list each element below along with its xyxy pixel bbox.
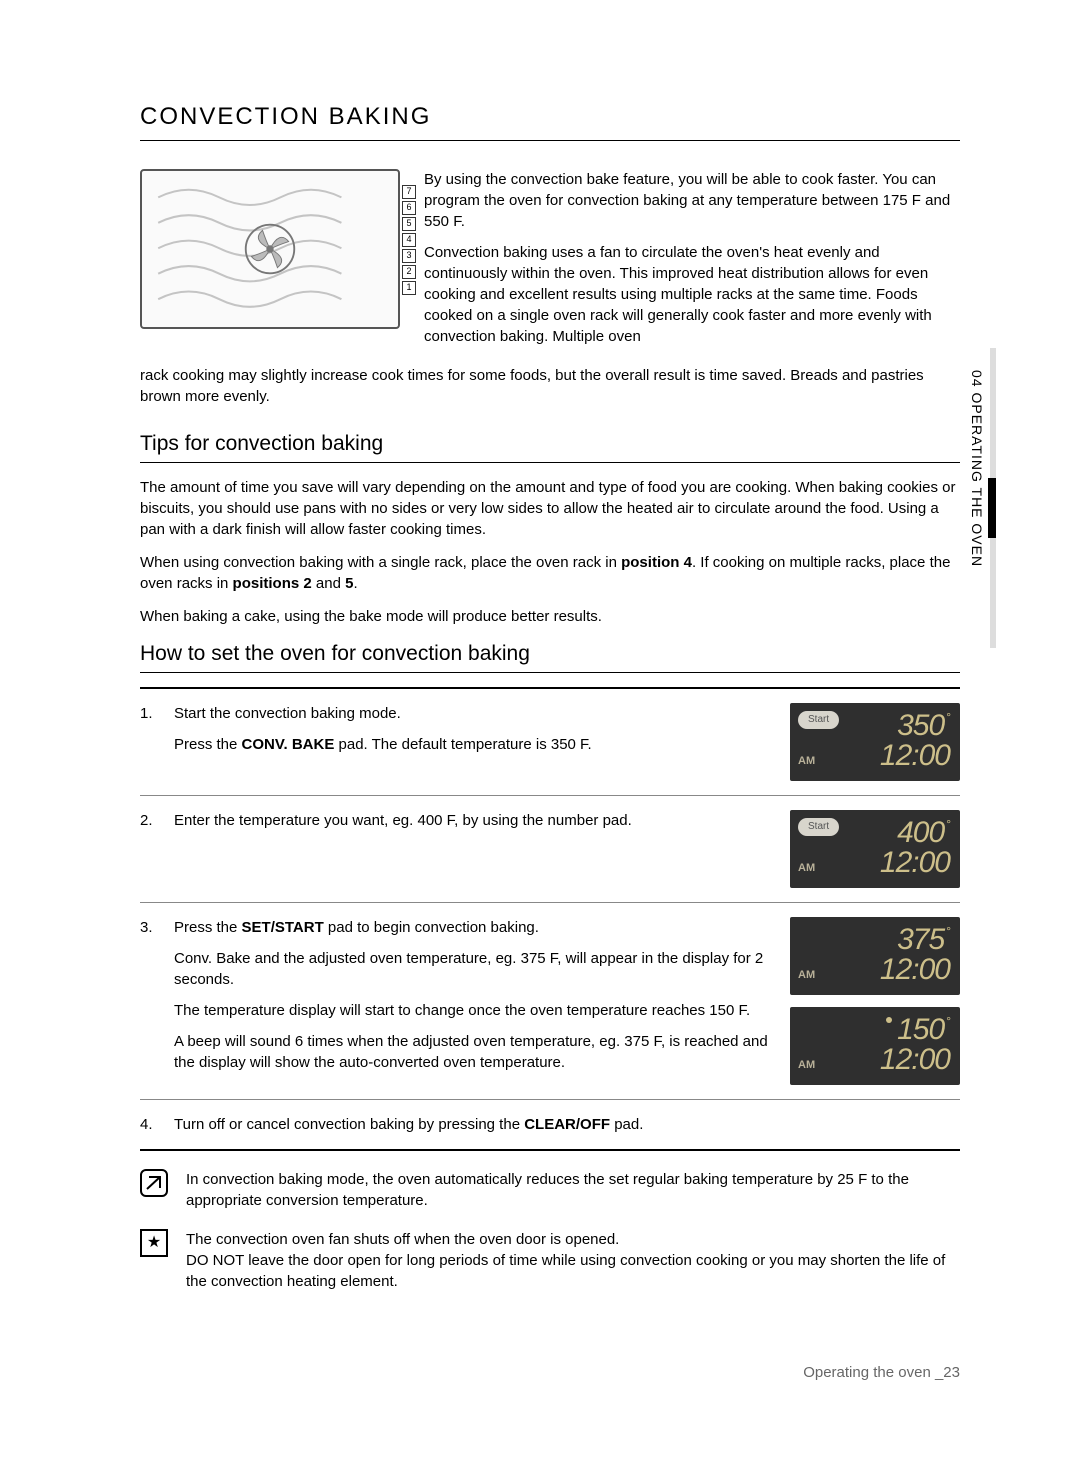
- step-text: Start the convection baking mode. Press t…: [174, 703, 780, 781]
- tips-p2-frag: When using convection baking with a sing…: [140, 554, 621, 571]
- step-number: 4.: [140, 1114, 164, 1135]
- step-line: A beep will sound 6 times when the adjus…: [174, 1031, 768, 1073]
- oven-display: AM 375°12:00: [790, 917, 960, 995]
- step-row: 4. Turn off or cancel convection baking b…: [140, 1100, 960, 1149]
- intro-paragraph-1: By using the convection bake feature, yo…: [424, 169, 960, 232]
- display-clock: 12:00: [880, 741, 950, 771]
- side-section-tab: 04 OPERATING THE OVEN: [966, 370, 986, 567]
- display-column: Start AM 350°12:00: [790, 703, 960, 781]
- tips-paragraph-3: When baking a cake, using the bake mode …: [140, 606, 960, 627]
- display-clock: 12:00: [880, 848, 950, 878]
- rack-label: 1: [402, 281, 416, 295]
- oven-display: AM 150°12:00: [790, 1007, 960, 1085]
- start-indicator: Start: [798, 818, 839, 836]
- display-temp: 400°: [897, 818, 950, 848]
- step-number: 2.: [140, 810, 164, 888]
- note-text: The convection oven fan shuts off when t…: [186, 1229, 960, 1292]
- step-line: Start the convection baking mode.: [174, 703, 768, 724]
- display-temp: 375°: [897, 925, 950, 955]
- star-icon: ★: [140, 1229, 168, 1257]
- step-line: Enter the temperature you want, eg. 400 …: [174, 810, 768, 831]
- rack-label: 5: [402, 217, 416, 231]
- rack-label: 3: [402, 249, 416, 263]
- note-info: In convection baking mode, the oven auto…: [140, 1169, 960, 1211]
- step-line: Conv. Bake and the adjusted oven tempera…: [174, 948, 768, 990]
- side-black-marker: [988, 478, 996, 538]
- rack-label: 7: [402, 185, 416, 199]
- display-clock: 12:00: [880, 955, 950, 985]
- step-text: Turn off or cancel convection baking by …: [174, 1114, 780, 1135]
- tips-p2-frag: and: [312, 575, 345, 592]
- step-line: The temperature display will start to ch…: [174, 1000, 768, 1021]
- start-indicator: Start: [798, 711, 839, 729]
- rack-labels: 7 6 5 4 3 2 1: [402, 185, 416, 295]
- note-text: In convection baking mode, the oven auto…: [186, 1169, 960, 1211]
- step-number: 3.: [140, 917, 164, 1085]
- display-column: Start AM 400°12:00: [790, 810, 960, 888]
- step-text: Enter the temperature you want, eg. 400 …: [174, 810, 780, 888]
- page-title: CONVECTION BAKING: [140, 100, 960, 141]
- am-label: AM: [798, 861, 815, 876]
- rack-label: 6: [402, 201, 416, 215]
- step-line: Press the SET/START pad to begin convect…: [174, 917, 768, 938]
- tips-heading: Tips for convection baking: [140, 429, 960, 463]
- fan-icon: [242, 221, 298, 277]
- rack-position: position 4: [621, 554, 692, 571]
- am-label: AM: [798, 1058, 815, 1073]
- intro-continuation: rack cooking may slightly increase cook …: [140, 365, 960, 407]
- display-column: AM375°12:00AM150°12:00: [790, 917, 960, 1085]
- step-row: 2. Enter the temperature you want, eg. 40…: [140, 796, 960, 903]
- step-line: Turn off or cancel convection baking by …: [174, 1114, 768, 1135]
- tips-paragraph-1: The amount of time you save will vary de…: [140, 477, 960, 540]
- intro-text: By using the convection bake feature, yo…: [424, 169, 960, 357]
- display-temp: 350°: [897, 711, 950, 741]
- display-column: [790, 1114, 960, 1135]
- page-footer: Operating the oven _23: [140, 1362, 960, 1383]
- rack-label: 2: [402, 265, 416, 279]
- intro-row: 7 6 5 4 3 2 1 By using the convection ba…: [140, 169, 960, 357]
- step-row: 3. Press the SET/START pad to begin conve…: [140, 903, 960, 1100]
- step-line: Press the CONV. BAKE pad. The default te…: [174, 734, 768, 755]
- am-label: AM: [798, 968, 815, 983]
- step-number: 1.: [140, 703, 164, 781]
- oven-display: Start AM 350°12:00: [790, 703, 960, 781]
- note-icon: [140, 1169, 168, 1197]
- step-row: 1. Start the convection baking mode. Press…: [140, 689, 960, 796]
- note-warning: ★ The convection oven fan shuts off when…: [140, 1229, 960, 1292]
- rack-label: 4: [402, 233, 416, 247]
- oven-display: Start AM 400°12:00: [790, 810, 960, 888]
- display-temp: 150°: [897, 1015, 950, 1045]
- am-label: AM: [798, 754, 815, 769]
- oven-diagram: 7 6 5 4 3 2 1: [140, 169, 400, 329]
- rack-position: positions 2: [233, 575, 312, 592]
- tips-paragraph-2: When using convection baking with a sing…: [140, 552, 960, 594]
- display-clock: 12:00: [880, 1045, 950, 1075]
- intro-paragraph-2: Convection baking uses a fan to circulat…: [424, 242, 960, 347]
- howto-heading: How to set the oven for convection bakin…: [140, 639, 960, 673]
- steps-block: 1. Start the convection baking mode. Press…: [140, 687, 960, 1151]
- step-text: Press the SET/START pad to begin convect…: [174, 917, 780, 1085]
- tips-p2-frag: .: [353, 575, 357, 592]
- heating-dot-icon: [886, 1017, 892, 1023]
